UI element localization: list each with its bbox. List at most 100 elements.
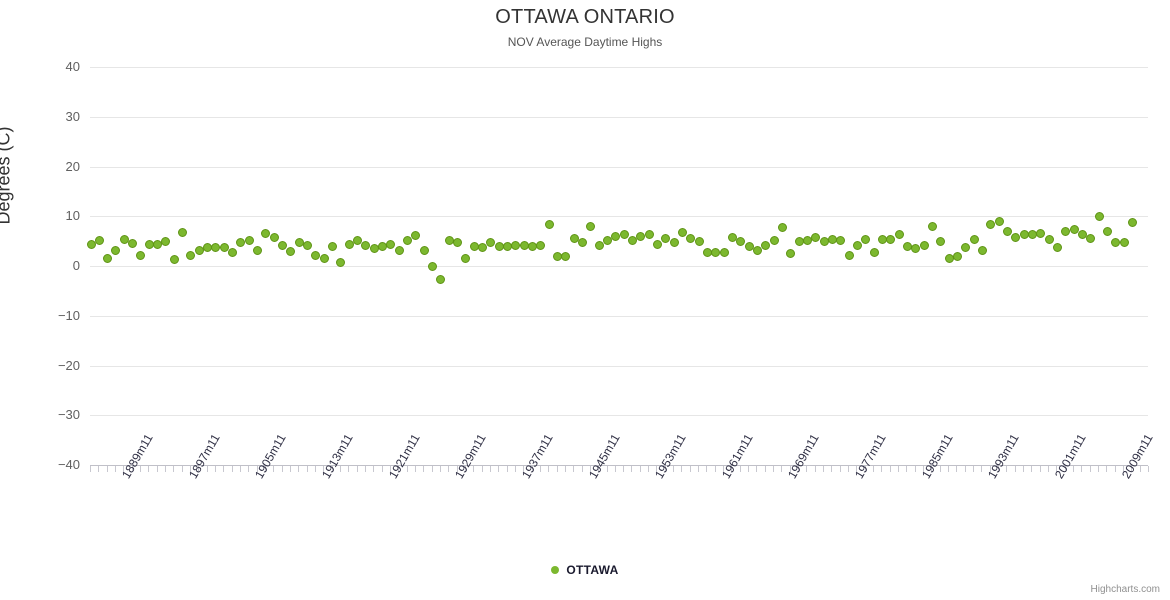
scatter-point[interactable] <box>561 252 571 262</box>
scatter-point[interactable] <box>403 236 413 246</box>
scatter-point[interactable] <box>278 240 288 250</box>
scatter-point[interactable] <box>136 251 146 261</box>
scatter-point[interactable] <box>727 232 737 242</box>
scatter-point[interactable] <box>1086 233 1096 243</box>
scatter-point[interactable] <box>1036 229 1046 239</box>
scatter-point[interactable] <box>453 237 463 247</box>
scatter-point[interactable] <box>952 251 962 261</box>
scatter-point[interactable] <box>228 247 238 257</box>
scatter-point[interactable] <box>103 253 113 263</box>
scatter-point[interactable] <box>261 229 271 239</box>
scatter-point[interactable] <box>219 243 229 253</box>
scatter-point[interactable] <box>536 240 546 250</box>
scatter-point[interactable] <box>711 247 721 257</box>
scatter-point[interactable] <box>677 227 687 237</box>
scatter-point[interactable] <box>86 240 96 250</box>
scatter-point[interactable] <box>594 240 604 250</box>
scatter-point[interactable] <box>1094 212 1104 222</box>
scatter-point[interactable] <box>611 232 621 242</box>
scatter-point[interactable] <box>544 220 554 230</box>
scatter-point[interactable] <box>161 236 171 246</box>
scatter-point[interactable] <box>1077 229 1087 239</box>
scatter-point[interactable] <box>244 236 254 246</box>
scatter-point[interactable] <box>328 242 338 252</box>
scatter-point[interactable] <box>936 237 946 247</box>
scatter-point[interactable] <box>1061 226 1071 236</box>
scatter-point[interactable] <box>1127 217 1137 227</box>
scatter-point[interactable] <box>336 258 346 268</box>
scatter-point[interactable] <box>269 233 279 243</box>
scatter-point[interactable] <box>811 232 821 242</box>
scatter-point[interactable] <box>894 230 904 240</box>
scatter-point[interactable] <box>636 231 646 241</box>
scatter-point[interactable] <box>661 233 671 243</box>
scatter-point[interactable] <box>986 219 996 229</box>
scatter-point[interactable] <box>94 236 104 246</box>
scatter-point[interactable] <box>852 240 862 250</box>
scatter-point[interactable] <box>619 230 629 240</box>
scatter-point[interactable] <box>411 230 421 240</box>
scatter-point[interactable] <box>119 234 129 244</box>
scatter-point[interactable] <box>394 246 404 256</box>
scatter-point[interactable] <box>761 240 771 250</box>
scatter-point[interactable] <box>303 241 313 251</box>
scatter-point[interactable] <box>486 237 496 247</box>
scatter-point[interactable] <box>669 237 679 247</box>
scatter-point[interactable] <box>694 237 704 247</box>
scatter-point[interactable] <box>178 227 188 237</box>
scatter-point[interactable] <box>186 251 196 261</box>
scatter-point[interactable] <box>1011 232 1021 242</box>
scatter-point[interactable] <box>128 238 138 248</box>
scatter-point[interactable] <box>286 246 296 256</box>
scatter-point[interactable] <box>969 234 979 244</box>
scatter-point[interactable] <box>869 247 879 257</box>
scatter-point[interactable] <box>769 235 779 245</box>
scatter-point[interactable] <box>994 216 1004 226</box>
scatter-point[interactable] <box>344 240 354 250</box>
scatter-point[interactable] <box>777 222 787 232</box>
scatter-point[interactable] <box>586 221 596 231</box>
scatter-point[interactable] <box>786 249 796 259</box>
scatter-point[interactable] <box>719 248 729 258</box>
scatter-point[interactable] <box>844 251 854 261</box>
scatter-point[interactable] <box>169 255 179 265</box>
scatter-point[interactable] <box>436 274 446 284</box>
scatter-point[interactable] <box>478 242 488 252</box>
scatter-point[interactable] <box>752 245 762 255</box>
x-axis-tick <box>706 466 708 472</box>
scatter-point[interactable] <box>736 236 746 246</box>
scatter-point[interactable] <box>861 234 871 244</box>
scatter-point[interactable] <box>1102 227 1112 237</box>
scatter-point[interactable] <box>911 243 921 253</box>
scatter-point[interactable] <box>919 240 929 250</box>
scatter-point[interactable] <box>353 236 363 246</box>
scatter-point[interactable] <box>836 235 846 245</box>
scatter-point[interactable] <box>1002 227 1012 237</box>
scatter-point[interactable] <box>1069 224 1079 234</box>
scatter-point[interactable] <box>1052 242 1062 252</box>
scatter-point[interactable] <box>319 254 329 264</box>
scatter-point[interactable] <box>386 240 396 250</box>
scatter-point[interactable] <box>627 236 637 246</box>
scatter-point[interactable] <box>961 242 971 252</box>
highcharts-credit[interactable]: Highcharts.com <box>1090 584 1160 595</box>
scatter-point[interactable] <box>744 241 754 251</box>
scatter-point[interactable] <box>1119 237 1129 247</box>
scatter-point[interactable] <box>686 234 696 244</box>
scatter-point[interactable] <box>886 234 896 244</box>
scatter-point[interactable] <box>428 261 438 271</box>
scatter-point[interactable] <box>1111 238 1121 248</box>
scatter-point[interactable] <box>419 245 429 255</box>
scatter-point[interactable] <box>927 221 937 231</box>
scatter-point[interactable] <box>977 245 987 255</box>
scatter-point[interactable] <box>461 254 471 264</box>
legend-item[interactable]: OTTAWA <box>551 562 618 577</box>
scatter-point[interactable] <box>644 229 654 239</box>
x-axis-tick <box>589 466 591 472</box>
scatter-point[interactable] <box>603 235 612 245</box>
scatter-point[interactable] <box>253 246 263 256</box>
scatter-point[interactable] <box>578 238 587 248</box>
scatter-point[interactable] <box>111 245 121 255</box>
scatter-point[interactable] <box>1044 235 1054 245</box>
scatter-point[interactable] <box>652 239 662 249</box>
